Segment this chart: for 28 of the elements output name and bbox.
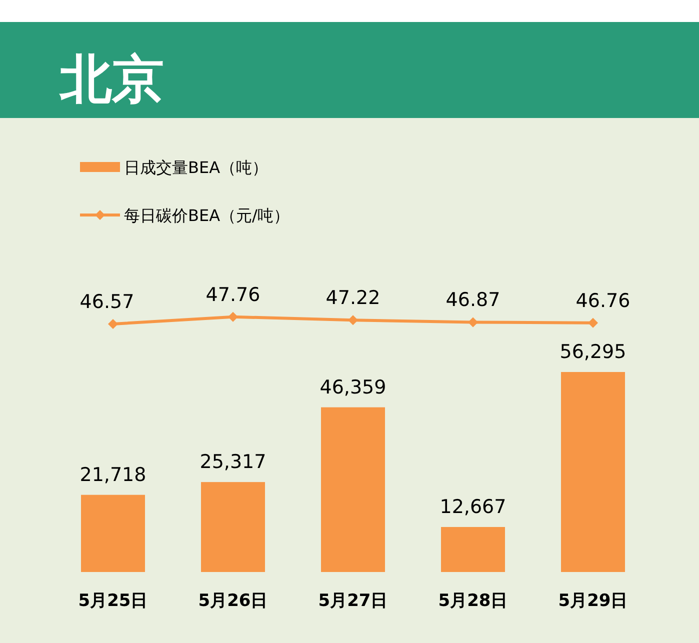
x-tick-label: 5月27日 [318,591,388,611]
chart-title: 北京 [59,50,164,110]
point [348,315,358,326]
data-label: 46.76 [576,290,630,312]
data-label: 46.57 [80,291,134,313]
point [468,317,478,328]
data-label: 47.22 [326,287,380,310]
point [588,318,598,328]
data-label: 21,718 [80,464,146,486]
bar [561,372,625,572]
x-tick-label: 5月25日 [78,591,148,611]
bar [321,407,385,572]
x-tick-label: 5月26日 [198,591,268,611]
data-label: 46.87 [446,289,500,312]
bar [201,482,265,572]
data-label: 46,359 [320,376,386,398]
bar [441,527,505,572]
legend-label: 每日碳价BEA（元/吨） [124,206,290,225]
data-label: 25,317 [200,451,266,474]
bar [81,494,145,572]
x-tick-label: 5月29日 [558,591,628,611]
x-tick-label: 5月28日 [438,591,508,611]
point [228,312,238,322]
legend-label: 日成交量BEA（吨） [124,158,268,177]
point [108,319,118,329]
data-label: 12,667 [440,496,506,518]
data-label: 47.76 [206,284,260,306]
data-label: 56,295 [560,341,626,363]
